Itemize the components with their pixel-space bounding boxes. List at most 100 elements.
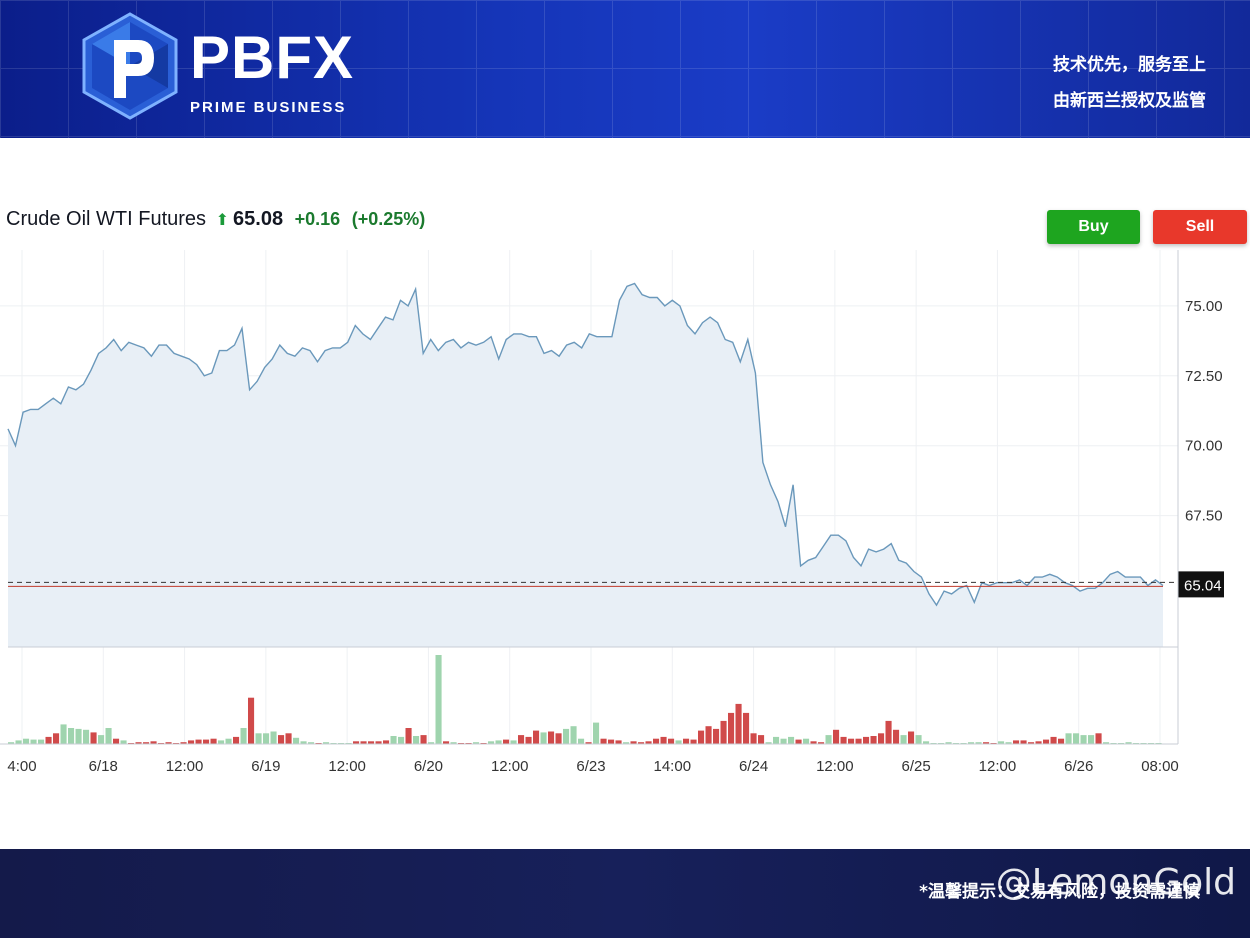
volume-bar	[780, 738, 787, 744]
volume-bar	[870, 736, 877, 744]
volume-bar	[795, 739, 802, 745]
volume-bar	[818, 742, 825, 744]
brand-name: PBFX	[190, 24, 355, 91]
volume-bar	[983, 742, 990, 744]
volume-bar	[645, 741, 652, 744]
volume-bars	[8, 655, 1162, 745]
volume-bar	[1065, 733, 1072, 744]
volume-bar	[1103, 742, 1110, 744]
y-tick-label: 67.50	[1185, 508, 1223, 525]
volume-bar	[375, 741, 382, 744]
x-tick-label: 14:00	[654, 758, 692, 775]
volume-bar	[878, 733, 885, 744]
volume-bar	[285, 733, 292, 744]
sell-button[interactable]: Sell	[1153, 210, 1247, 244]
price-line	[7, 282, 1164, 607]
volume-bar	[570, 726, 577, 744]
volume-bar	[1005, 742, 1012, 744]
volume-bar	[98, 735, 105, 744]
volume-bar	[945, 742, 952, 744]
volume-bar	[608, 739, 615, 745]
volume-bar	[300, 741, 307, 744]
volume-bar	[225, 738, 232, 744]
x-tick-label: 6/23	[576, 758, 605, 775]
volume-bar	[975, 742, 982, 744]
volume-bar	[900, 735, 907, 744]
header-banner: PBFX PRIME BUSINESS 技术优先，服务至上 由新西兰授权及监管	[0, 0, 1250, 138]
volume-bar	[660, 736, 667, 744]
volume-bar	[368, 741, 375, 744]
volume-bar	[495, 740, 502, 744]
y-tick-label: 70.00	[1185, 438, 1223, 455]
footer-banner: *温馨提示：交易有风险，投资需谨慎	[0, 849, 1250, 938]
volume-bar	[840, 736, 847, 744]
volume-bar	[120, 740, 127, 744]
volume-bar	[1028, 742, 1035, 744]
volume-bar	[998, 741, 1005, 744]
volume-bar	[548, 731, 555, 744]
volume-bar	[383, 740, 390, 744]
volume-bar	[885, 720, 892, 744]
risk-warning: *温馨提示：交易有风险，投资需谨慎	[919, 882, 1200, 902]
volume-bar	[188, 740, 195, 744]
volume-bar	[623, 742, 630, 744]
price-up-arrow-icon: ⬆	[215, 212, 230, 229]
volume-bar	[788, 736, 795, 744]
volume-bar	[1073, 733, 1080, 744]
volume-bar	[233, 736, 240, 744]
volume-bar	[405, 728, 412, 744]
volume-bar	[1020, 740, 1027, 744]
volume-bar	[1035, 741, 1042, 744]
volume-bar	[1050, 736, 1057, 744]
volume-bar	[8, 742, 15, 744]
x-tick-label: 12:00	[491, 758, 529, 775]
volume-bar	[555, 733, 562, 744]
volume-bar	[510, 740, 517, 744]
volume-bar	[248, 697, 255, 744]
x-tick-label: 6/26	[1064, 758, 1093, 775]
volume-bar	[810, 741, 817, 744]
volume-bar	[203, 739, 210, 745]
brand-subtitle: PRIME BUSINESS	[190, 99, 347, 116]
volume-bar	[773, 736, 780, 744]
price-change: +0.16	[294, 209, 341, 229]
volume-bar	[638, 742, 645, 744]
slogan-line-2: 由新西兰授权及监管	[1053, 91, 1206, 111]
volume-bar	[1125, 742, 1132, 744]
volume-bar	[668, 738, 675, 744]
volume-bar	[683, 738, 690, 744]
volume-bar	[923, 741, 930, 744]
volume-bar	[758, 735, 765, 744]
x-tick-label: 12:00	[166, 758, 204, 775]
volume-bar	[1088, 735, 1095, 744]
volume-bar	[728, 712, 735, 744]
volume-bar	[360, 741, 367, 744]
volume-bar	[68, 728, 75, 744]
x-tick-label: 12:00	[979, 758, 1017, 775]
volume-bar	[15, 740, 22, 744]
current-price-label: 65.04	[1184, 577, 1222, 594]
volume-bar	[165, 742, 172, 744]
price-chart[interactable]: 75.00 72.50 70.00 67.50 65.04 4:00 6/18 12:00 6/…	[0, 250, 1250, 790]
buy-button[interactable]: Buy	[1047, 210, 1140, 244]
volume-bar	[195, 739, 202, 745]
volume-bar	[398, 736, 405, 744]
volume-bar	[563, 728, 570, 744]
volume-bar	[578, 738, 585, 744]
x-tick-label: 6/24	[739, 758, 768, 775]
volume-bar	[443, 741, 450, 744]
volume-bar	[113, 738, 120, 744]
pbfx-logo-icon	[82, 12, 178, 120]
volume-bar	[45, 736, 52, 744]
x-tick-label: 12:00	[328, 758, 366, 775]
volume-bar	[270, 731, 277, 744]
volume-bar	[450, 742, 457, 744]
volume-bar	[593, 722, 600, 744]
x-tick-label: 6/25	[902, 758, 931, 775]
volume-bar	[255, 733, 262, 744]
volume-bar	[53, 733, 60, 744]
chart-axes: 75.00 72.50 70.00 67.50 65.04 4:00 6/18 12:00 6/…	[0, 250, 1224, 775]
volume-bar	[743, 712, 750, 744]
volume-bar	[143, 742, 150, 744]
volume-bar	[75, 728, 82, 744]
